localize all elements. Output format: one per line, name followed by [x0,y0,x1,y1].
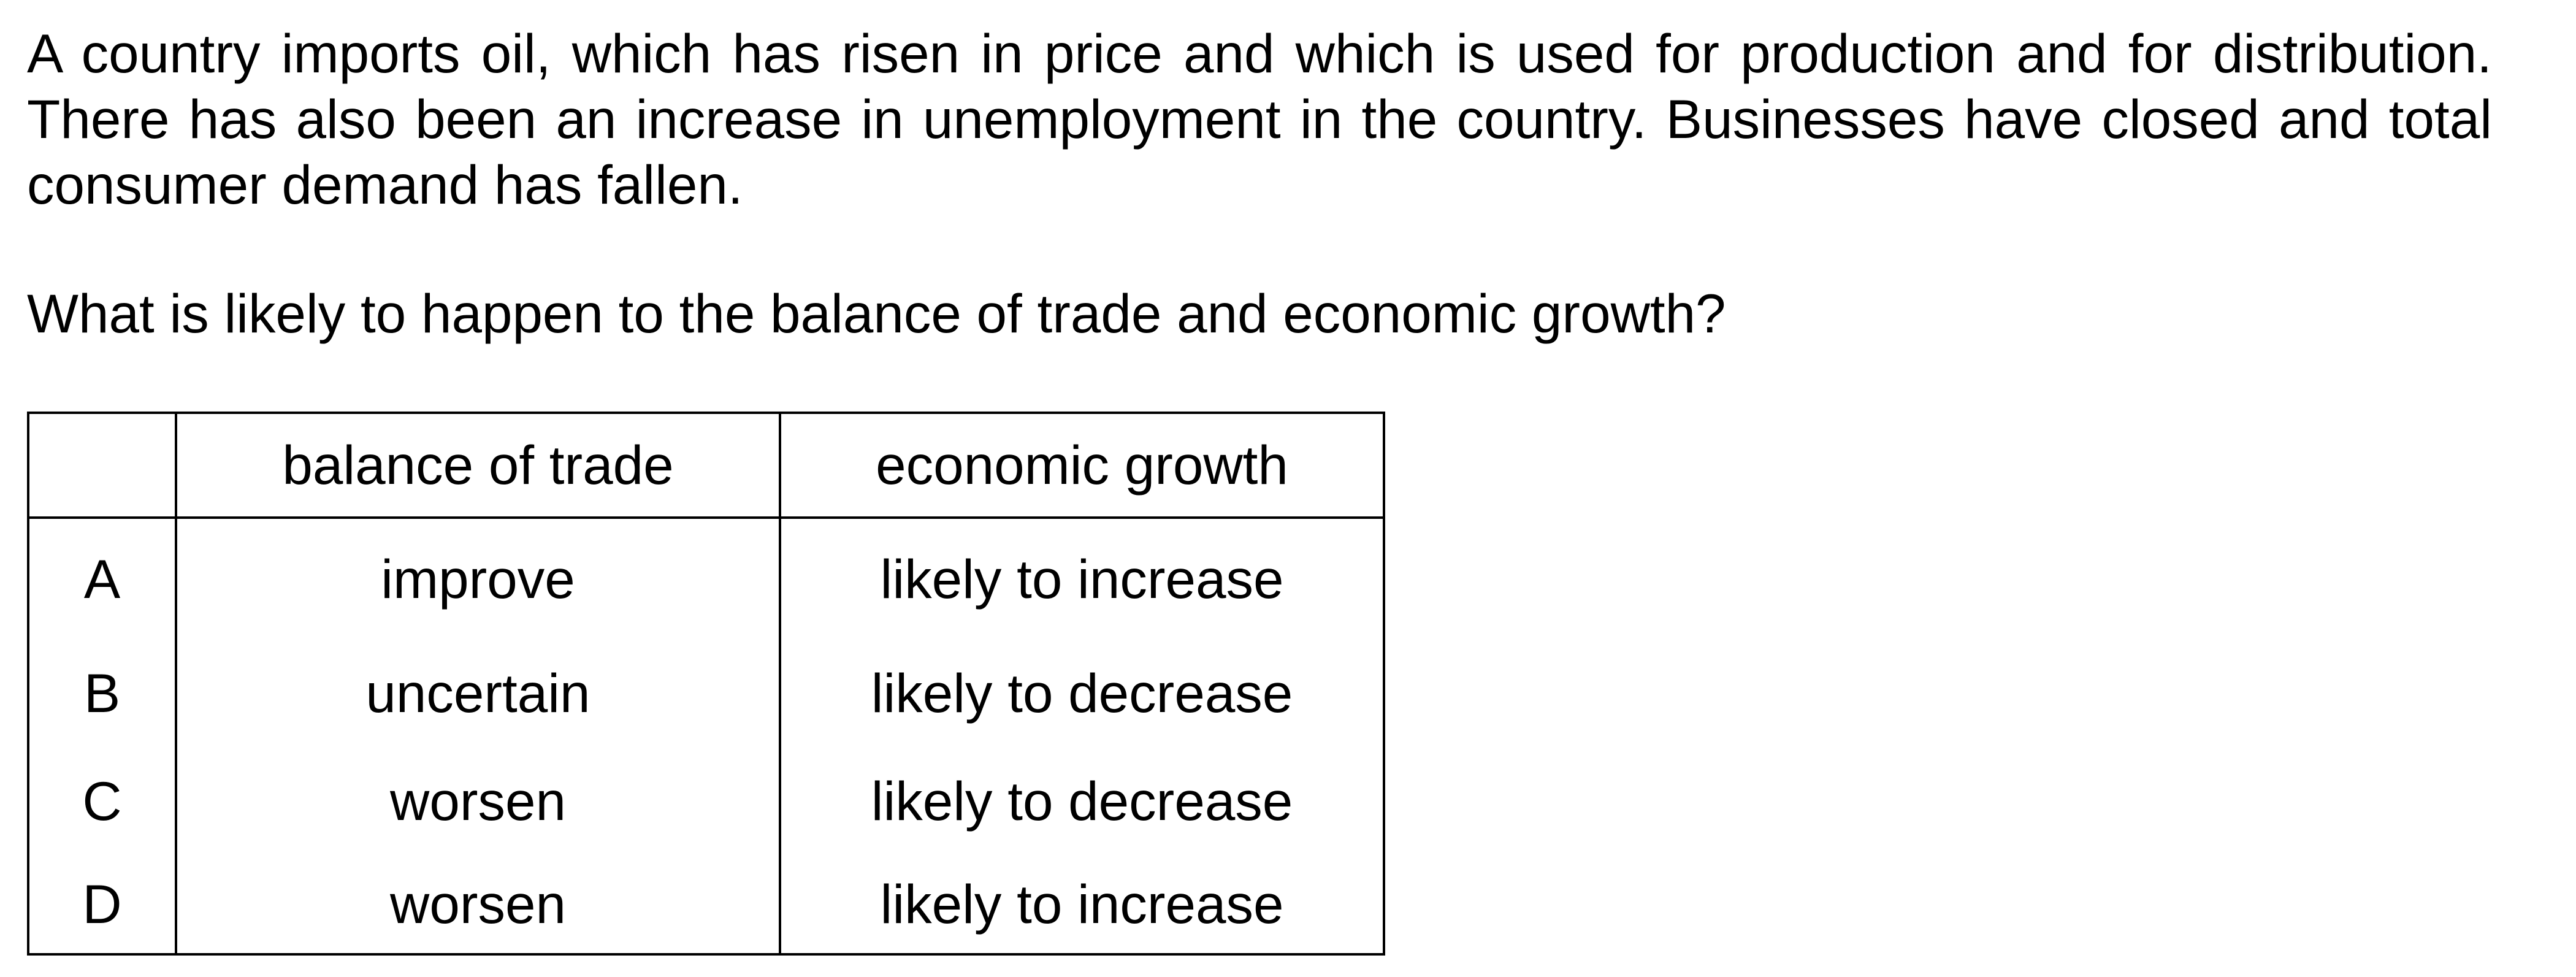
table-row: A improve likely to increase [27,516,1385,639]
question-prompt: What is likely to happen to the balance … [27,283,1726,344]
table-row: C worsen likely to decrease [27,747,1385,855]
option-key: B [27,639,177,747]
question-stem: A country imports oil, which has risen i… [27,21,2492,218]
option-balance-of-trade: improve [175,516,781,639]
option-economic-growth: likely to decrease [779,639,1385,747]
option-balance-of-trade: uncertain [175,639,781,747]
question-paragraph: A country imports oil, which has risen i… [27,23,2492,215]
option-balance-of-trade: worsen [175,855,781,956]
header-economic-growth: economic growth [779,412,1385,519]
options-table: balance of trade economic growth A impro… [27,412,1385,956]
option-economic-growth: likely to decrease [779,747,1385,855]
option-economic-growth: likely to increase [779,516,1385,639]
option-key: C [27,747,177,855]
table-row: D worsen likely to increase [27,855,1385,956]
header-balance-of-trade: balance of trade [175,412,781,519]
option-balance-of-trade: worsen [175,747,781,855]
table-header-row: balance of trade economic growth [27,412,1385,519]
option-key: A [27,516,177,639]
table-row: B uncertain likely to decrease [27,639,1385,747]
header-key [27,412,177,519]
option-key: D [27,855,177,956]
option-economic-growth: likely to increase [779,855,1385,956]
